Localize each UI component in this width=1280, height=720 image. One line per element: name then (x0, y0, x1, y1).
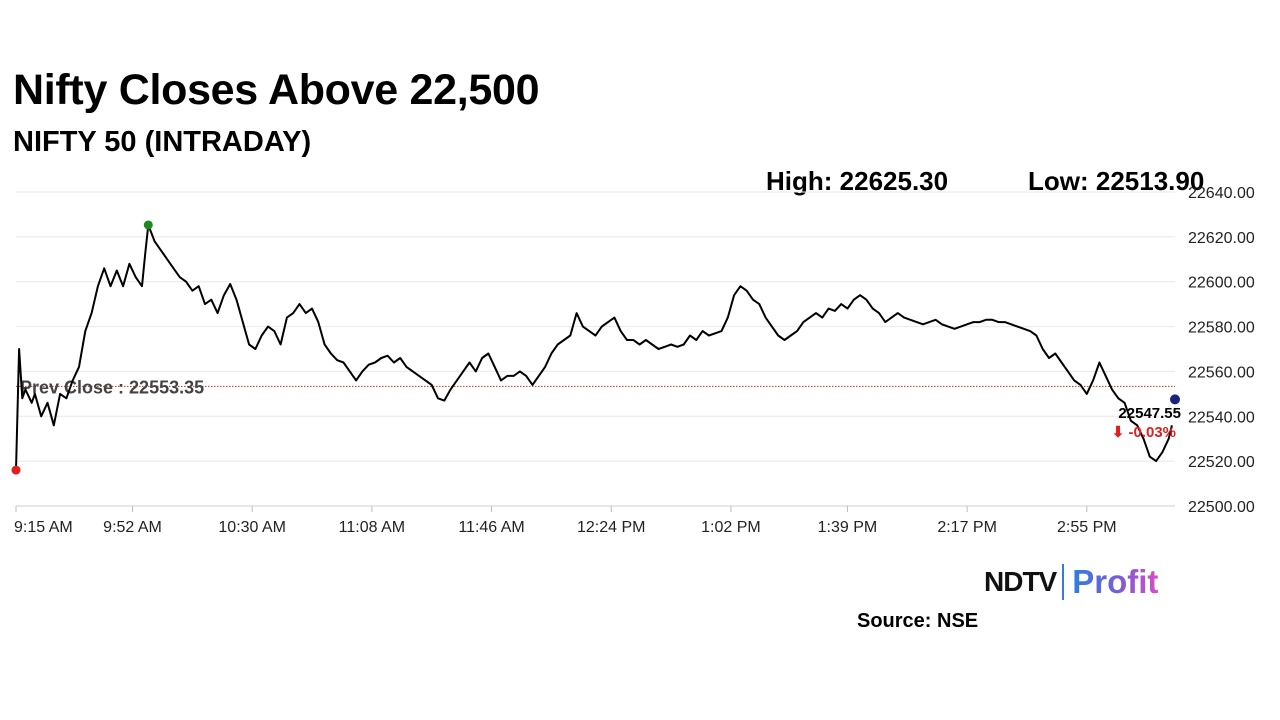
high-point-marker (143, 220, 153, 230)
horizontal-gridlines (16, 191, 1175, 507)
x-tick-label: 11:08 AM (339, 519, 405, 536)
y-tick-label: 22580.00 (1188, 320, 1255, 337)
x-tick-label: 2:55 PM (1057, 519, 1117, 536)
price-series-line (15, 224, 1173, 471)
x-axis: 9:15 AM 9:52 AM 10:30 AM 11:08 AM 11:46 AM 12… (14, 519, 1117, 536)
source-note: Source: NSE (857, 610, 979, 632)
y-tick-label: 22600.00 (1188, 275, 1255, 292)
x-tick-label: 9:52 AM (103, 519, 162, 536)
prev-close-label: Prev Close : 22553.35 (20, 377, 204, 397)
low-value: Low: 22513.90 (1028, 166, 1205, 196)
brand-profit: Profit (1072, 563, 1159, 600)
chart-subtitle: NIFTY 50 (INTRADAY) (13, 126, 312, 158)
high-value: High: 22625.30 (766, 166, 949, 196)
y-tick-label: 22520.00 (1188, 454, 1255, 471)
x-tick-label: 10:30 AM (218, 519, 286, 536)
x-tick-label: 9:15 AM (14, 519, 73, 536)
y-tick-label: 22640.00 (1188, 185, 1255, 202)
x-tick-label: 1:39 PM (818, 519, 878, 536)
y-tick-label: 22500.00 (1188, 499, 1255, 516)
chart-title: Nifty Closes Above 22,500 (13, 66, 540, 114)
open-low-point-marker (11, 465, 21, 475)
change-percent-label: ⬇ -0.03% (1112, 424, 1176, 441)
x-tick-label: 1:02 PM (701, 519, 761, 536)
y-axis: 22500.00 22520.00 22540.00 22560.00 22580.00… (1188, 185, 1255, 516)
vertical-gridlines (15, 506, 1088, 512)
ndtv-profit-logo: NDTV Profit (984, 563, 1158, 601)
x-tick-label: 2:17 PM (937, 519, 997, 536)
y-tick-label: 22540.00 (1188, 409, 1255, 426)
y-tick-label: 22560.00 (1188, 364, 1255, 381)
y-tick-label: 22620.00 (1188, 230, 1255, 247)
last-price-label: 22547.55 (1118, 405, 1181, 422)
x-tick-label: 11:46 AM (458, 519, 524, 536)
brand-divider (1062, 564, 1065, 600)
x-tick-label: 12:24 PM (577, 519, 645, 536)
last-price-marker (1170, 394, 1180, 405)
brand-ndtv: NDTV (984, 566, 1057, 597)
